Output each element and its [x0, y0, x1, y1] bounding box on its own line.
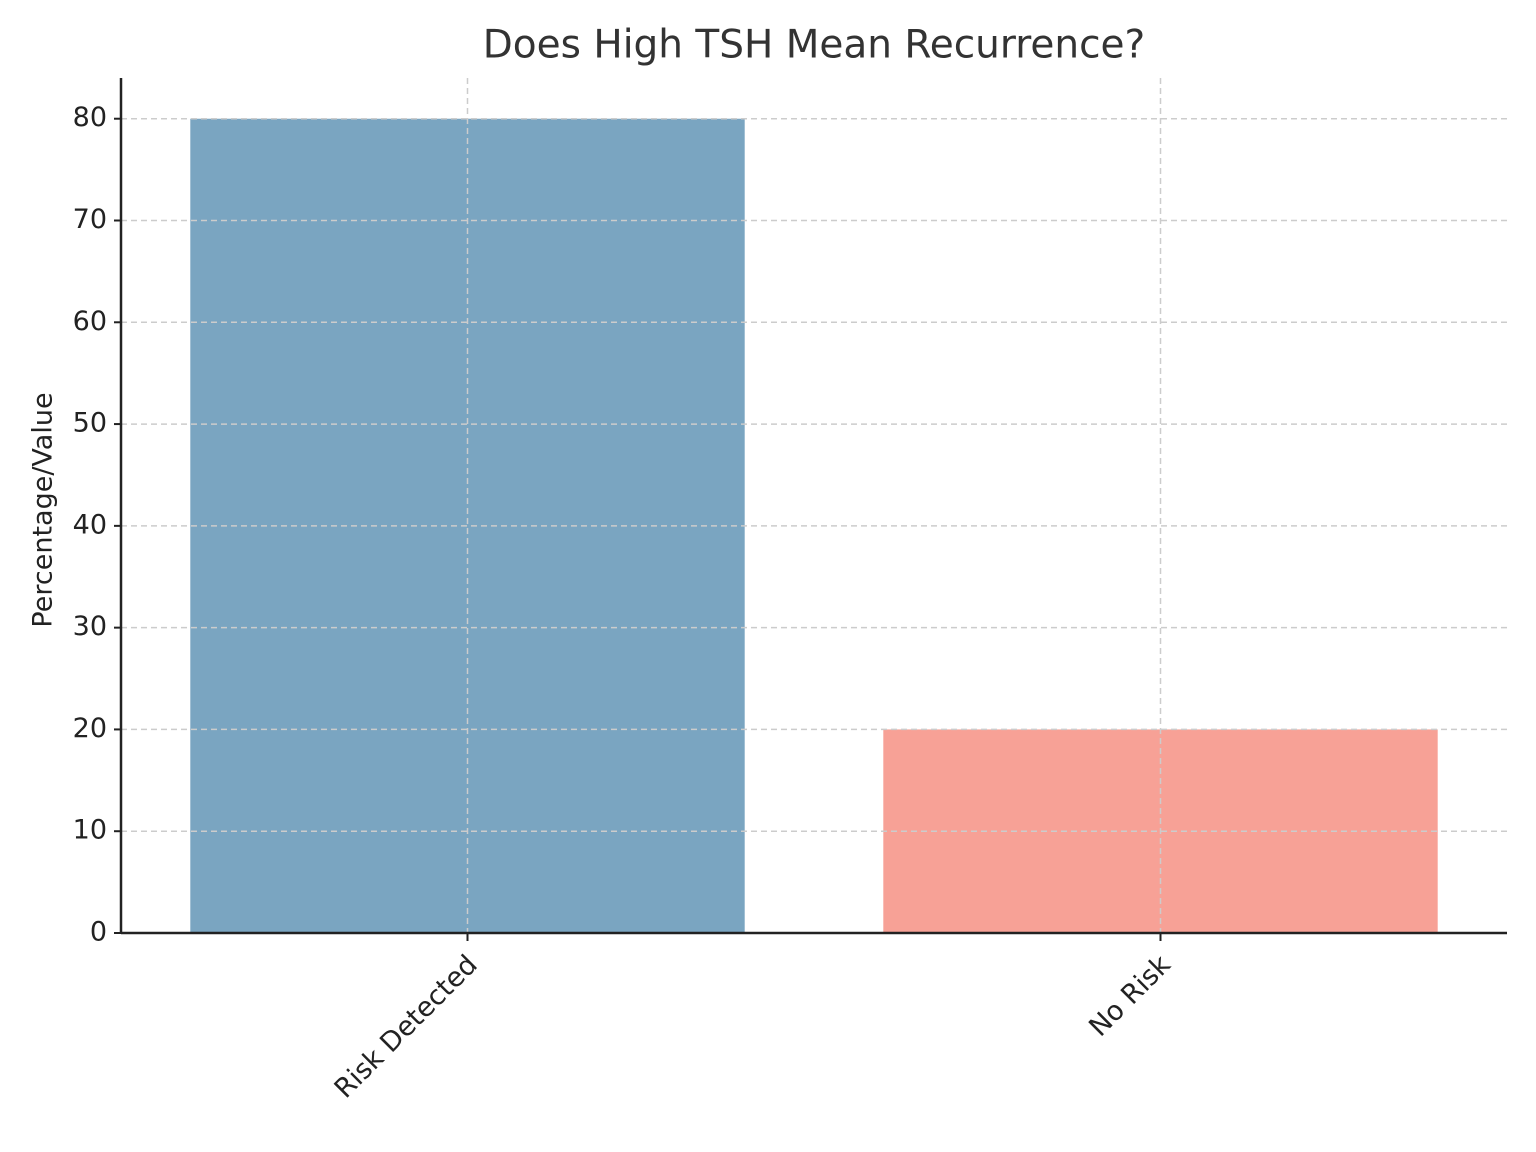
- y-tick-label: 30: [73, 611, 107, 642]
- y-axis-label: Percentage/Value: [28, 392, 59, 627]
- y-tick-label: 70: [73, 204, 107, 235]
- y-tick-label: 40: [73, 509, 107, 540]
- y-tick-label: 60: [73, 306, 107, 337]
- y-tick-label: 50: [73, 408, 107, 439]
- y-tick-label: 80: [73, 102, 107, 133]
- grid: [121, 117, 1507, 934]
- x-tick-label: No Risk: [1083, 949, 1177, 1043]
- x-tick-label: Risk Detected: [329, 949, 484, 1104]
- y-tick-label: 20: [73, 713, 107, 744]
- chart-title: Does High TSH Mean Recurrence?: [483, 23, 1145, 68]
- y-tick-label: 10: [73, 815, 107, 846]
- y-tick-label: 0: [90, 917, 107, 948]
